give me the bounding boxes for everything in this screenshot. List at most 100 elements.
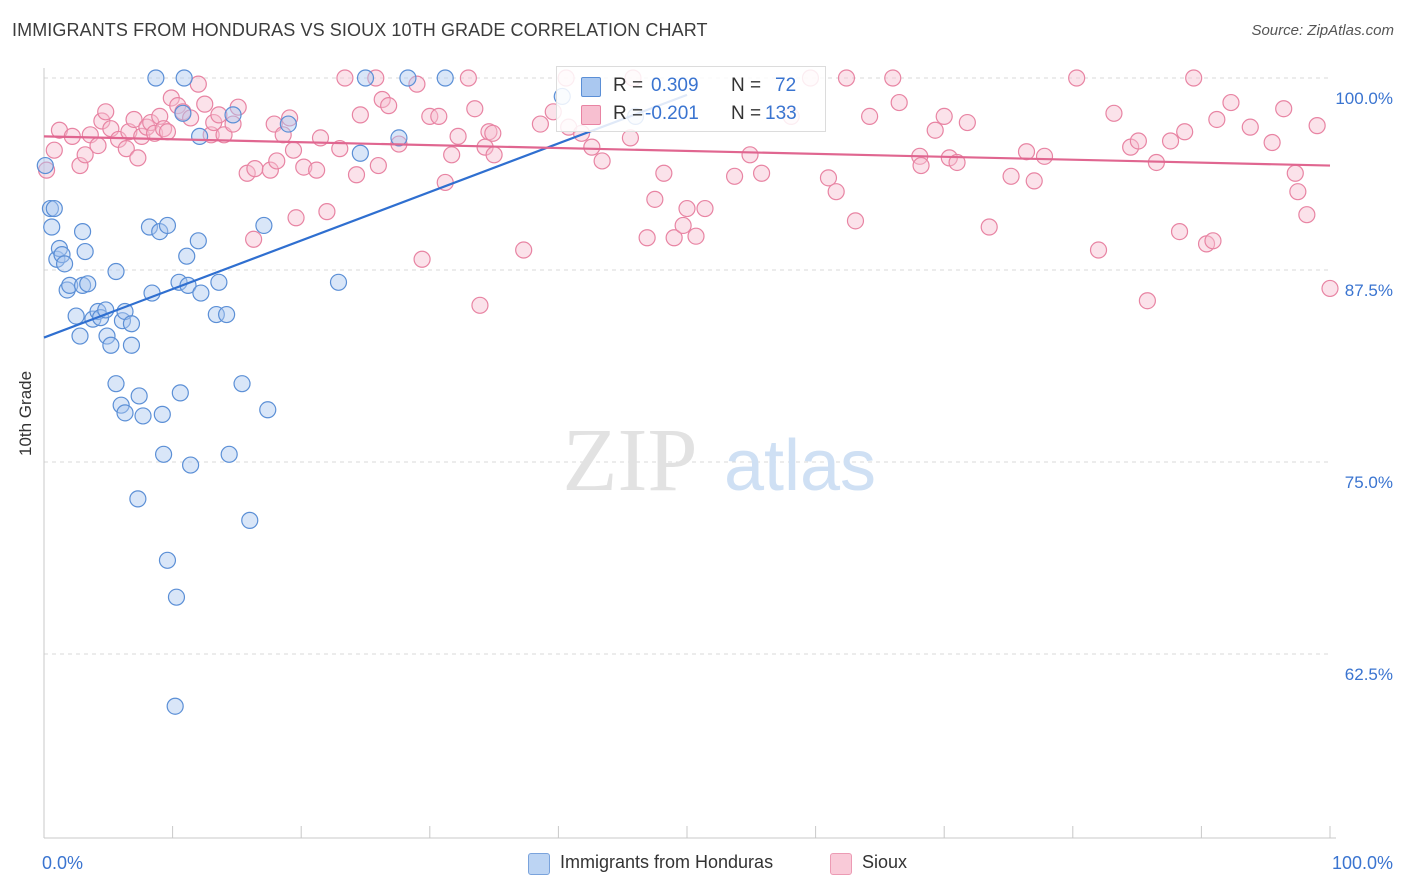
- honduras-point: [167, 588, 186, 606]
- honduras-point: [55, 255, 74, 273]
- sioux-point: [373, 90, 391, 109]
- sioux-point: [646, 190, 664, 208]
- honduras-point: [259, 401, 277, 419]
- sioux-point: [449, 127, 467, 145]
- y-axis-label: 10th Grade: [16, 370, 35, 456]
- legend-label-sioux: Sioux: [862, 852, 908, 872]
- pink-r-value: -0.201: [645, 103, 699, 124]
- sioux-trend-line: [43, 135, 1331, 167]
- legend-label-honduras: Immigrants from Honduras: [560, 852, 774, 872]
- sioux-point: [196, 95, 214, 113]
- sioux-point: [245, 230, 263, 248]
- sioux-point: [1241, 118, 1259, 136]
- honduras-point: [174, 104, 192, 122]
- honduras-point: [147, 69, 165, 87]
- honduras-point: [116, 404, 134, 422]
- sioux-point: [912, 156, 930, 175]
- honduras-point: [189, 232, 207, 250]
- sioux-point: [884, 69, 902, 87]
- sioux-point: [1138, 292, 1156, 310]
- honduras-point: [36, 156, 54, 175]
- sioux-point: [471, 296, 489, 314]
- honduras-point: [76, 242, 94, 261]
- sioux-point: [125, 110, 143, 129]
- sioux-point: [45, 141, 63, 159]
- sioux-point: [210, 106, 228, 124]
- sioux-point: [819, 169, 838, 187]
- x-tick-label: 100.0%: [1332, 853, 1393, 873]
- sioux-point: [846, 212, 865, 230]
- sioux-point: [621, 129, 640, 147]
- sioux-point: [1129, 132, 1147, 150]
- sioux-point: [1176, 123, 1194, 141]
- honduras-point: [241, 511, 259, 529]
- sioux-point: [1068, 69, 1086, 87]
- honduras-point: [43, 218, 61, 236]
- honduras-point: [58, 281, 76, 299]
- sioux-point: [678, 199, 696, 218]
- sioux-point: [459, 69, 477, 87]
- honduras-point: [171, 384, 189, 402]
- sioux-point: [380, 97, 398, 115]
- honduras-point: [191, 127, 209, 145]
- honduras-point: [79, 275, 97, 293]
- sioux-point: [1275, 100, 1293, 118]
- blue-r-value: 0.309: [651, 75, 699, 96]
- honduras-point: [134, 407, 152, 425]
- sioux-point: [531, 115, 549, 133]
- stats-legend: R = 0.309 N = 72 R = -0.201 N = 133: [556, 66, 826, 132]
- sioux-point: [71, 156, 89, 175]
- y-tick-label: 75.0%: [1345, 473, 1393, 492]
- sioux-point: [261, 161, 279, 179]
- sioux-point: [287, 209, 305, 227]
- sioux-point: [189, 75, 207, 93]
- blue-swatch: [581, 77, 601, 97]
- honduras-point: [130, 387, 148, 405]
- honduras-point: [67, 307, 85, 325]
- grid-lines: [44, 77, 1330, 655]
- honduras-point: [356, 69, 375, 87]
- sioux-point: [351, 106, 369, 124]
- watermark-zip: ZIP: [563, 411, 698, 510]
- honduras-point: [351, 144, 369, 162]
- sioux-point: [336, 69, 354, 87]
- watermark-atlas: atlas: [724, 426, 876, 506]
- sioux-point: [725, 167, 744, 185]
- honduras-point: [182, 456, 200, 474]
- honduras-point: [153, 405, 171, 423]
- honduras-point: [233, 375, 251, 393]
- sioux-point: [1185, 69, 1203, 87]
- honduras-point: [255, 216, 273, 235]
- honduras-point: [192, 284, 210, 302]
- honduras-point: [122, 315, 141, 333]
- r-label: R =: [613, 103, 644, 124]
- sioux-point: [1204, 232, 1222, 250]
- honduras-point: [158, 551, 177, 569]
- sioux-point: [827, 183, 845, 201]
- sioux-point: [958, 113, 976, 132]
- stats-row-pink: R = -0.201 N = 133: [557, 101, 825, 129]
- sioux-point: [443, 146, 461, 164]
- sioux-point: [308, 161, 326, 179]
- sioux-point: [318, 203, 336, 221]
- sioux-point: [89, 136, 107, 155]
- sioux-point: [1089, 241, 1108, 259]
- honduras-point: [175, 69, 193, 87]
- sioux-point: [117, 140, 135, 158]
- sioux-point: [638, 229, 656, 247]
- legend-swatch-blue: [528, 853, 550, 875]
- honduras-point: [154, 445, 173, 463]
- sioux-point: [861, 107, 879, 126]
- sioux-point: [741, 146, 759, 164]
- sioux-point: [413, 250, 431, 268]
- n-label: N =: [731, 103, 762, 124]
- pink-swatch: [581, 105, 601, 125]
- honduras-point: [158, 216, 177, 235]
- honduras-point: [329, 273, 348, 291]
- sioux-point: [430, 107, 448, 126]
- axes: [43, 68, 1336, 839]
- sioux-point: [158, 123, 177, 141]
- trend-lines: [43, 93, 1331, 339]
- sioux-point: [665, 229, 683, 247]
